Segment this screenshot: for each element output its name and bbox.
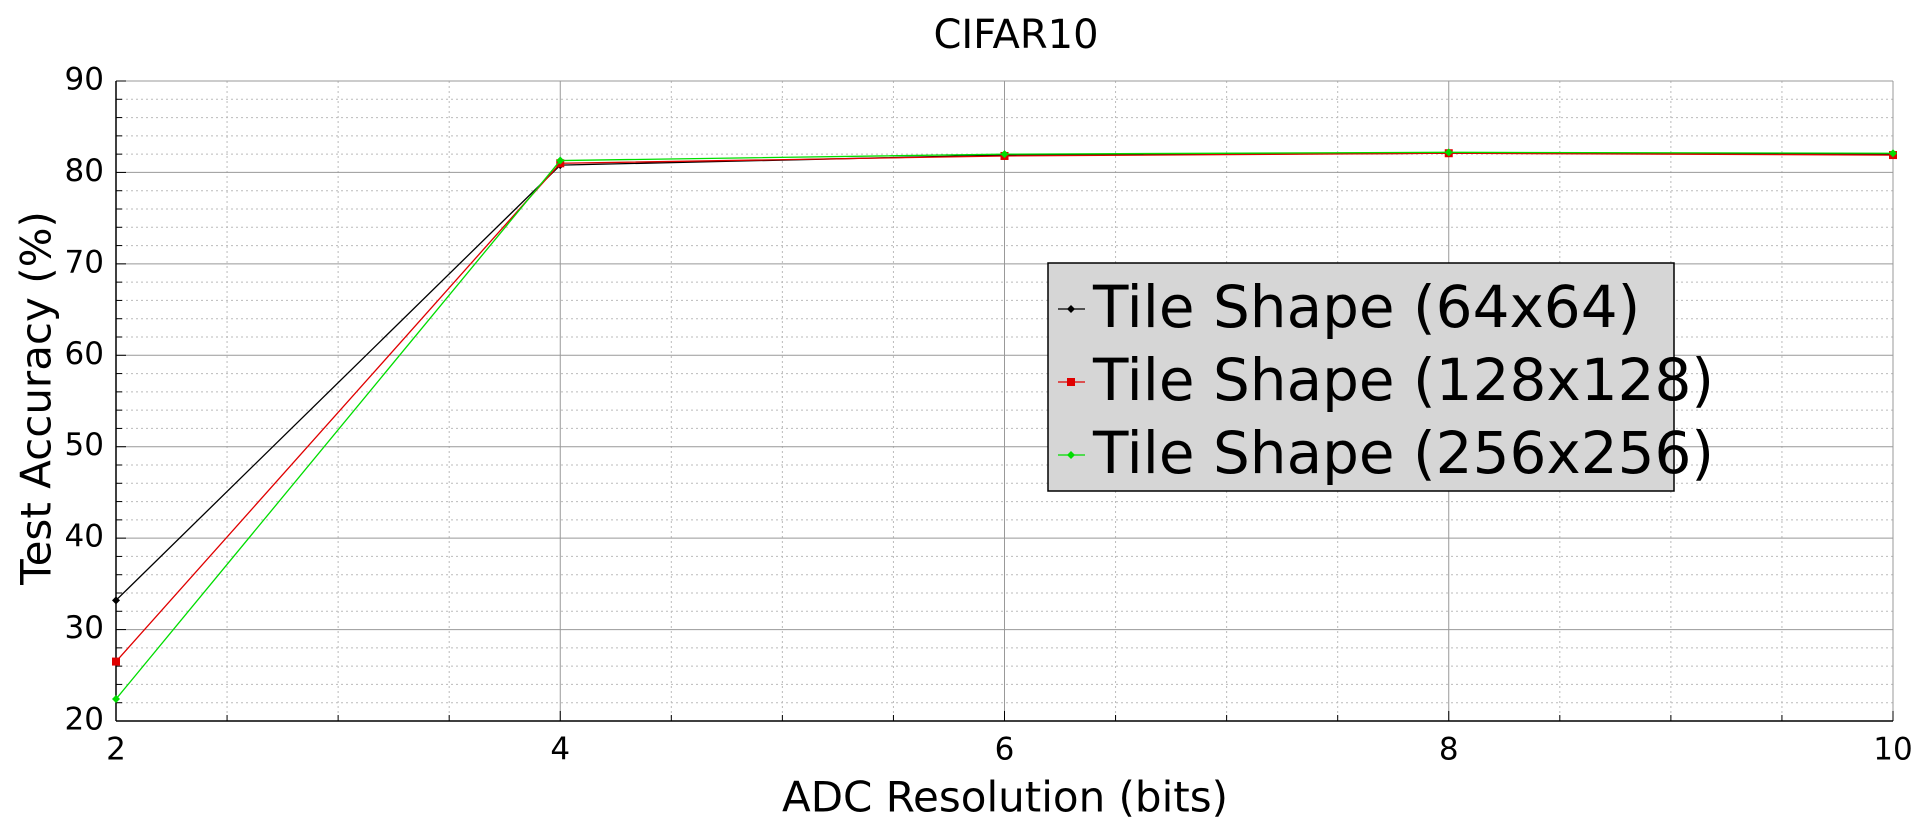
point	[112, 596, 120, 605]
x-tick-label: 8	[1439, 732, 1459, 768]
legend-marker	[1067, 451, 1075, 459]
point	[112, 695, 120, 704]
y-axis-title: Test Accuracy (%)	[12, 211, 61, 586]
y-tick-label: 20	[65, 702, 104, 738]
legend-label: Tile Shape (64x64)	[1092, 273, 1640, 341]
y-tick-label: 90	[65, 62, 104, 98]
legend-marker	[1067, 305, 1075, 313]
point	[1000, 150, 1009, 159]
y-tick-label: 40	[65, 519, 104, 555]
y-tick-label: 70	[65, 244, 104, 280]
point	[1889, 149, 1897, 158]
legend: Tile Shape (64x64)Tile Shape (128x128)Ti…	[1047, 262, 1714, 492]
x-tick-label: 4	[550, 732, 570, 768]
point	[556, 156, 565, 165]
point	[1444, 148, 1453, 157]
legend-label: Tile Shape (256x256)	[1092, 419, 1714, 487]
y-tick-label: 80	[65, 153, 104, 189]
legend-label: Tile Shape (128x128)	[1092, 346, 1714, 414]
x-tick-label: 6	[995, 732, 1015, 768]
x-axis-title: ADC Resolution (bits)	[782, 773, 1228, 822]
legend-box	[1047, 262, 1675, 492]
point	[112, 657, 120, 666]
legend-marker	[1067, 378, 1075, 386]
y-tick-label: 50	[65, 427, 104, 463]
y-tick-label: 60	[65, 336, 104, 372]
x-tick-label: 2	[106, 732, 126, 768]
chart-title: CIFAR10	[933, 12, 1098, 58]
y-tick-label: 30	[65, 610, 104, 646]
x-tick-label: 10	[1873, 732, 1912, 768]
